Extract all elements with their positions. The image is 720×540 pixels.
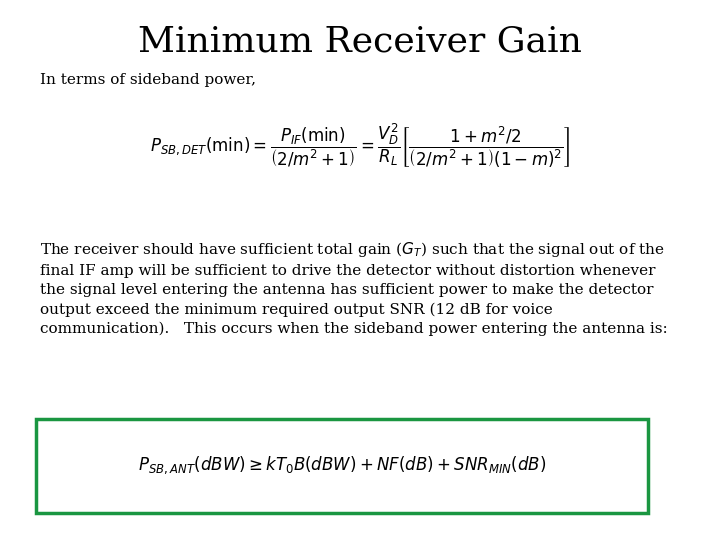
Text: The receiver should have sufficient total gain ($G_T$) such that the signal out : The receiver should have sufficient tota… bbox=[40, 240, 667, 336]
Text: $P_{SB,DET}(\mathrm{min}) = \dfrac{P_{IF}(\mathrm{min})}{\left(2/m^2+1\right)} =: $P_{SB,DET}(\mathrm{min}) = \dfrac{P_{IF… bbox=[150, 122, 570, 170]
Text: In terms of sideband power,: In terms of sideband power, bbox=[40, 73, 256, 87]
Text: $P_{SB,ANT}(dBW) \geq kT_0B(dBW) + NF(dB) + SNR_{MIN}(dB)$: $P_{SB,ANT}(dBW) \geq kT_0B(dBW) + NF(dB… bbox=[138, 455, 546, 476]
FancyBboxPatch shape bbox=[36, 418, 648, 513]
Text: Minimum Receiver Gain: Minimum Receiver Gain bbox=[138, 24, 582, 58]
